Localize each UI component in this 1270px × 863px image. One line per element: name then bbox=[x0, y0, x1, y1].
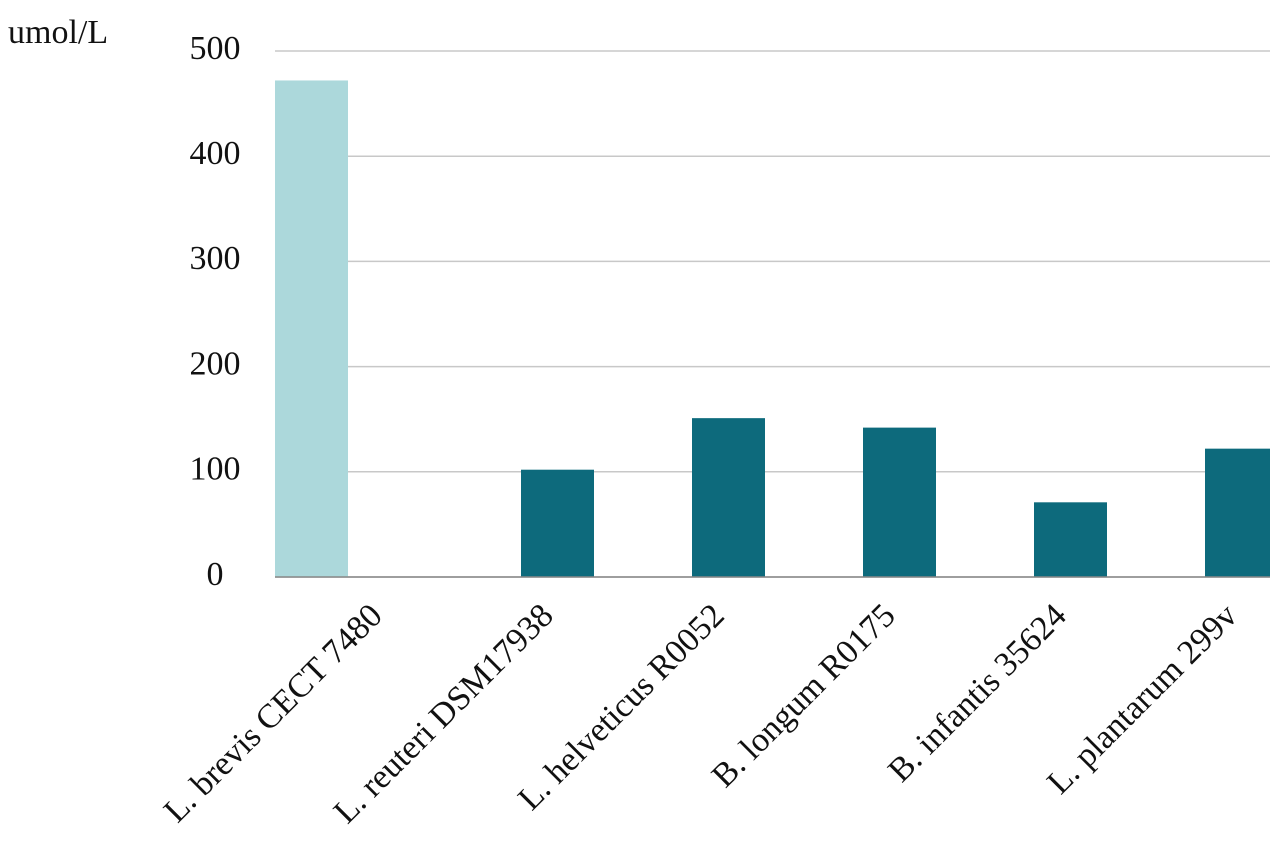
y-tick-label: 100 bbox=[190, 451, 241, 488]
y-tick-label: 400 bbox=[190, 135, 241, 172]
y-axis-label: umol/L bbox=[8, 14, 108, 51]
bar bbox=[275, 80, 348, 578]
y-tick-label: 300 bbox=[190, 240, 241, 277]
y-tick-label: 0 bbox=[207, 556, 224, 593]
bar bbox=[692, 418, 765, 577]
x-tick-label: L. plantarum 299v bbox=[1040, 597, 1244, 801]
bar bbox=[863, 427, 936, 577]
y-tick-label: 200 bbox=[190, 345, 241, 382]
bar bbox=[1034, 502, 1107, 577]
bar bbox=[1205, 448, 1270, 577]
x-tick-label: B. longum R0175 bbox=[705, 597, 903, 795]
bar bbox=[521, 469, 594, 577]
y-tick-label: 500 bbox=[190, 30, 241, 67]
x-tick-label: B. infantis 35624 bbox=[881, 597, 1073, 789]
